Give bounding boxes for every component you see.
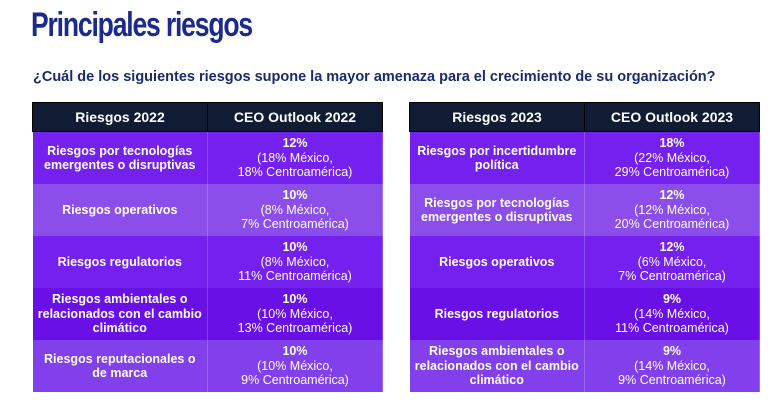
header-row: Riesgos 2022 CEO Outlook 2022	[32, 102, 383, 132]
header-row: Riesgos 2023 CEO Outlook 2023	[409, 102, 760, 132]
percent: 10%	[282, 240, 308, 255]
centroamerica-value: 11% Centroamérica)	[238, 269, 352, 284]
outlook-value: 10% (8% México, 11% Centroamérica)	[207, 236, 383, 288]
mexico-value: (10% México,	[257, 306, 333, 321]
risk-name: Riesgos operativos	[32, 184, 208, 236]
risk-name: Riesgos por tecnologías emergentes o dis…	[32, 131, 208, 184]
risks-2023-table: Riesgos 2023 CEO Outlook 2023 Riesgos por…	[409, 102, 760, 392]
table-row: Riesgos regulatorios 9% (14% México, 11% C…	[409, 288, 760, 340]
percent: 10%	[282, 344, 308, 359]
table-row: Riesgos por incertidumbre política 18% (2…	[409, 131, 760, 184]
percent: 9%	[662, 292, 682, 307]
page-title: Principales riesgos	[31, 6, 253, 44]
mexico-value: (22% México,	[634, 150, 710, 165]
risk-name: Riesgos regulatorios	[409, 288, 585, 340]
outlook-value: 10% (8% México, 7% Centroamérica)	[207, 184, 383, 236]
percent: 12%	[282, 136, 308, 151]
risk-name: Riesgos operativos	[409, 236, 585, 288]
table-row: Riesgos regulatorios 10% (8% México, 11% C…	[32, 236, 383, 288]
centroamerica-value: 9% Centroamérica)	[241, 373, 349, 388]
outlook-value: 12% (6% México, 7% Centroamérica)	[584, 236, 760, 288]
percent: 10%	[282, 292, 308, 307]
centroamerica-value: 20% Centroamérica)	[614, 217, 730, 232]
column-header: Riesgos 2022	[32, 102, 208, 132]
percent: 12%	[659, 240, 685, 255]
percent: 10%	[282, 188, 308, 203]
percent: 9%	[662, 344, 682, 359]
centroamerica-value: 7% Centroamérica)	[618, 269, 726, 284]
table-row: Riesgos ambientales o relacionados con e…	[409, 340, 760, 392]
risks-2022-table: Riesgos 2022 CEO Outlook 2022 Riesgos por…	[32, 102, 383, 392]
mexico-value: (8% México,	[260, 202, 330, 217]
mexico-value: (6% México,	[637, 254, 707, 269]
mexico-value: (14% México,	[634, 306, 710, 321]
risk-name: Riesgos regulatorios	[32, 236, 208, 288]
centroamerica-value: 7% Centroamérica)	[241, 217, 349, 232]
outlook-value: 12% (18% México, 18% Centroamérica)	[207, 131, 383, 184]
outlook-value: 9% (14% México, 9% Centroamérica)	[584, 340, 760, 392]
outlook-value: 10% (10% México, 9% Centroamérica)	[207, 340, 383, 392]
percent: 12%	[659, 188, 685, 203]
risk-name: Riesgos ambientales o relacionados con e…	[32, 288, 208, 340]
risk-name: Riesgos por tecnologías emergentes o dis…	[409, 184, 585, 236]
table-row: Riesgos operativos 10% (8% México, 7% Cent…	[32, 184, 383, 236]
table-row: Riesgos por tecnologías emergentes o dis…	[32, 131, 383, 184]
table-row: Riesgos ambientales o relacionados con e…	[32, 288, 383, 340]
centroamerica-value: 13% Centroamérica)	[237, 321, 353, 336]
table-row: Riesgos operativos 12% (6% México, 7% Cent…	[409, 236, 760, 288]
centroamerica-value: 9% Centroamérica)	[618, 373, 726, 388]
percent: 18%	[659, 136, 685, 151]
column-header: Riesgos 2023	[409, 102, 585, 132]
outlook-value: 12% (12% México, 20% Centroamérica)	[584, 184, 760, 236]
centroamerica-value: 11% Centroamérica)	[615, 321, 729, 336]
mexico-value: (12% México,	[634, 202, 710, 217]
risk-name: Riesgos ambientales o relacionados con e…	[409, 340, 585, 392]
column-header: CEO Outlook 2023	[584, 102, 760, 132]
mexico-value: (18% México,	[257, 150, 333, 165]
table-row: Riesgos reputacionales o de marca 10% (10…	[32, 340, 383, 392]
centroamerica-value: 29% Centroamérica)	[614, 165, 730, 180]
risk-name: Riesgos reputacionales o de marca	[32, 340, 208, 392]
outlook-value: 18% (22% México, 29% Centroamérica)	[584, 131, 760, 184]
question: ¿Cuál de los siguientes riesgos supone l…	[33, 69, 716, 85]
column-header: CEO Outlook 2022	[207, 102, 383, 132]
outlook-value: 10% (10% México, 13% Centroamérica)	[207, 288, 383, 340]
table-row: Riesgos por tecnologías emergentes o dis…	[409, 184, 760, 236]
mexico-value: (8% México,	[260, 254, 330, 269]
mexico-value: (10% México,	[257, 358, 333, 373]
outlook-value: 9% (14% México, 11% Centroamérica)	[584, 288, 760, 340]
risk-name: Riesgos por incertidumbre política	[409, 131, 585, 184]
mexico-value: (14% México,	[634, 358, 710, 373]
centroamerica-value: 18% Centroamérica)	[237, 165, 353, 180]
